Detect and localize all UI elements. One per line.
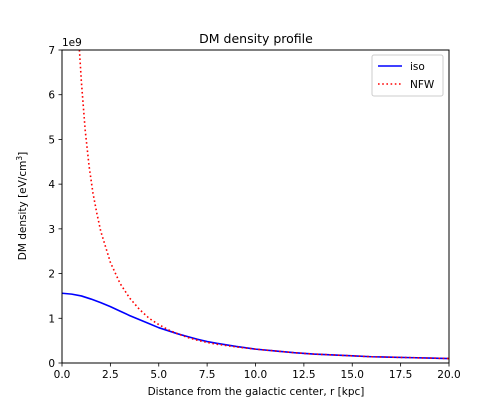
x-axis: 0.0 2.5 5.0 7.5 10.0 12.5 15.0 17.5 20.0 (54, 363, 461, 381)
plot-frame (61, 49, 450, 364)
x-tick-label: 2.5 (102, 369, 119, 381)
series-layer (61, 49, 450, 360)
y-axis-label: DM density [eV/cm3] (15, 152, 29, 261)
y-axis-label-superscript: 3 (15, 156, 24, 161)
y-tick-label: 3 (48, 224, 55, 236)
x-tick-label: 10.0 (244, 369, 267, 381)
y-tick-label: 1 (48, 313, 55, 325)
x-tick-label: 12.5 (292, 369, 315, 381)
x-tick-label: 17.5 (389, 369, 412, 381)
legend-label-iso: iso (410, 61, 425, 73)
legend: iso NFW (371, 54, 444, 97)
y-axis-label-main: DM density [eV/cm (17, 161, 29, 261)
x-axis-label: Distance from the galactic center, r [kp… (148, 386, 365, 398)
x-tick-label: 0.0 (54, 369, 71, 381)
y-tick-label: 7 (48, 45, 55, 57)
y-tick-label: 6 (48, 90, 55, 102)
chart-title: DM density profile (199, 31, 313, 46)
y-tick-label: 0 (48, 358, 55, 370)
x-tick-label: 20.0 (437, 369, 460, 381)
y-axis: 0 1 2 3 4 5 6 7 (48, 45, 62, 370)
x-tick-label: 15.0 (341, 369, 364, 381)
series-line-nfw (78, 49, 450, 360)
y-tick-label: 5 (48, 134, 55, 146)
x-tick-label: 7.5 (199, 369, 216, 381)
y-multiplier-label: 1e9 (62, 37, 82, 49)
y-tick-label: 4 (48, 179, 55, 191)
y-axis-label-close: ] (17, 152, 29, 156)
x-tick-label: 5.0 (150, 369, 167, 381)
series-line-iso (61, 292, 450, 360)
legend-label-nfw: NFW (410, 79, 435, 91)
y-tick-label: 2 (48, 269, 55, 281)
